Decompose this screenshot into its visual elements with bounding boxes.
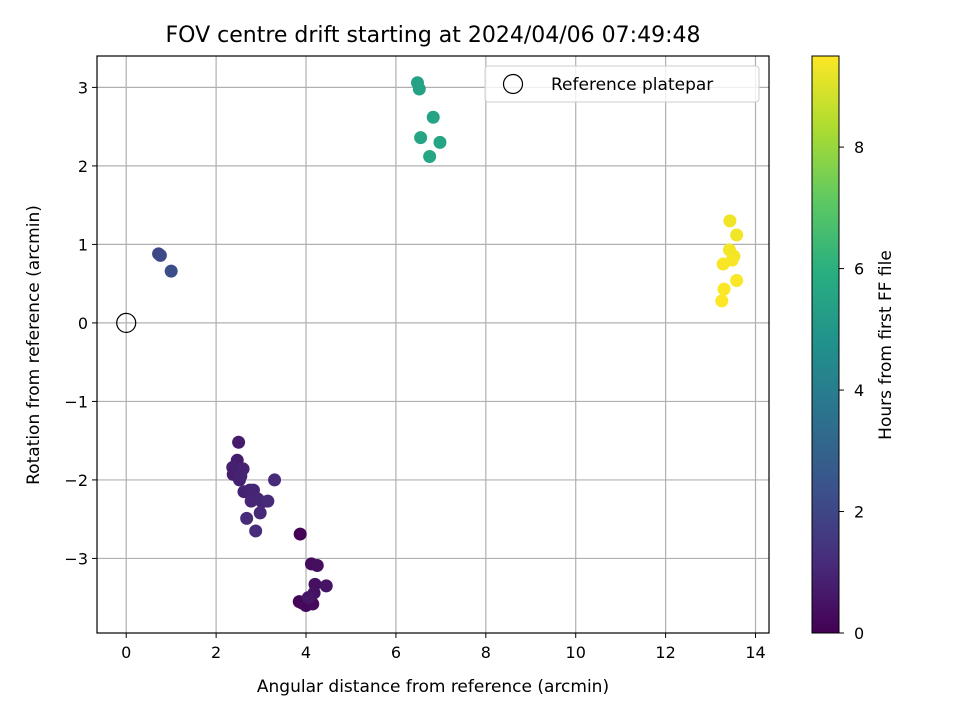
scatter-point <box>412 82 426 96</box>
x-tick-label: 4 <box>301 643 311 662</box>
colorbar-label: Hours from first FF file <box>876 250 896 440</box>
scatter-point <box>240 511 254 525</box>
reference-marker-layer <box>116 312 137 334</box>
scatter-point <box>426 110 440 124</box>
colorbar-tick-label: 4 <box>854 381 864 400</box>
scatter-point <box>723 214 737 228</box>
scatter-point <box>310 558 324 572</box>
scatter-point <box>414 131 428 145</box>
scatter-point <box>716 257 730 271</box>
y-tick-label: 1 <box>78 235 88 254</box>
scatter-point <box>268 473 282 487</box>
reference-platepar-marker <box>116 312 137 334</box>
colorbar-tick-label: 6 <box>854 260 864 279</box>
x-axis-label: Angular distance from reference (arcmin) <box>257 677 609 697</box>
y-axis-ticks: −3 −2 −1 0 1 2 3 <box>64 78 97 568</box>
x-tick-label: 0 <box>121 643 131 662</box>
y-tick-label: 0 <box>78 314 88 333</box>
scatter-point <box>301 591 315 605</box>
scatter-point <box>423 149 437 163</box>
x-tick-label: 10 <box>566 643 586 662</box>
scatter-point <box>232 435 246 449</box>
scatter-point <box>261 494 275 508</box>
scatter-point <box>253 506 267 520</box>
x-axis-ticks: 0 2 4 6 8 10 12 14 <box>121 633 766 662</box>
y-tick-label: 2 <box>78 157 88 176</box>
grid-lines <box>97 56 769 633</box>
scatter-point <box>730 228 744 242</box>
scatter-point <box>234 469 248 483</box>
x-tick-label: 14 <box>745 643 765 662</box>
scatter-point <box>717 282 731 296</box>
scatter-points <box>152 76 744 613</box>
y-tick-label: 3 <box>78 78 88 97</box>
y-tick-label: −2 <box>64 471 88 490</box>
colorbar-tick-label: 2 <box>854 503 864 522</box>
colorbar-tick-label: 8 <box>854 138 864 157</box>
colorbar-gradient <box>811 55 840 634</box>
colorbar: 0 2 4 6 8 Hours from first FF file <box>811 55 896 643</box>
scatter-point <box>249 524 263 538</box>
y-axis-label: Rotation from reference (arcmin) <box>24 205 44 485</box>
scatter-point <box>153 248 167 262</box>
colorbar-ticks: 0 2 4 6 8 <box>839 138 864 643</box>
scatter-point <box>319 579 333 593</box>
scatter-point <box>433 135 447 149</box>
x-tick-label: 2 <box>211 643 221 662</box>
x-tick-label: 6 <box>391 643 401 662</box>
scatter-point <box>293 527 307 541</box>
y-tick-label: −3 <box>64 549 88 568</box>
scatter-point <box>164 264 178 278</box>
colorbar-tick-label: 0 <box>854 624 864 643</box>
legend-reference-marker <box>502 73 524 95</box>
scatter-point <box>715 294 729 308</box>
scatter-point <box>730 274 744 288</box>
legend-box <box>484 65 760 103</box>
legend-label: Reference platepar <box>551 75 713 95</box>
legend: Reference platepar <box>484 65 760 103</box>
x-tick-label: 12 <box>655 643 675 662</box>
plot-frame <box>96 55 770 634</box>
chart-title: FOV centre drift starting at 2024/04/06 … <box>166 23 701 48</box>
y-tick-label: −1 <box>64 392 88 411</box>
x-tick-label: 8 <box>481 643 491 662</box>
